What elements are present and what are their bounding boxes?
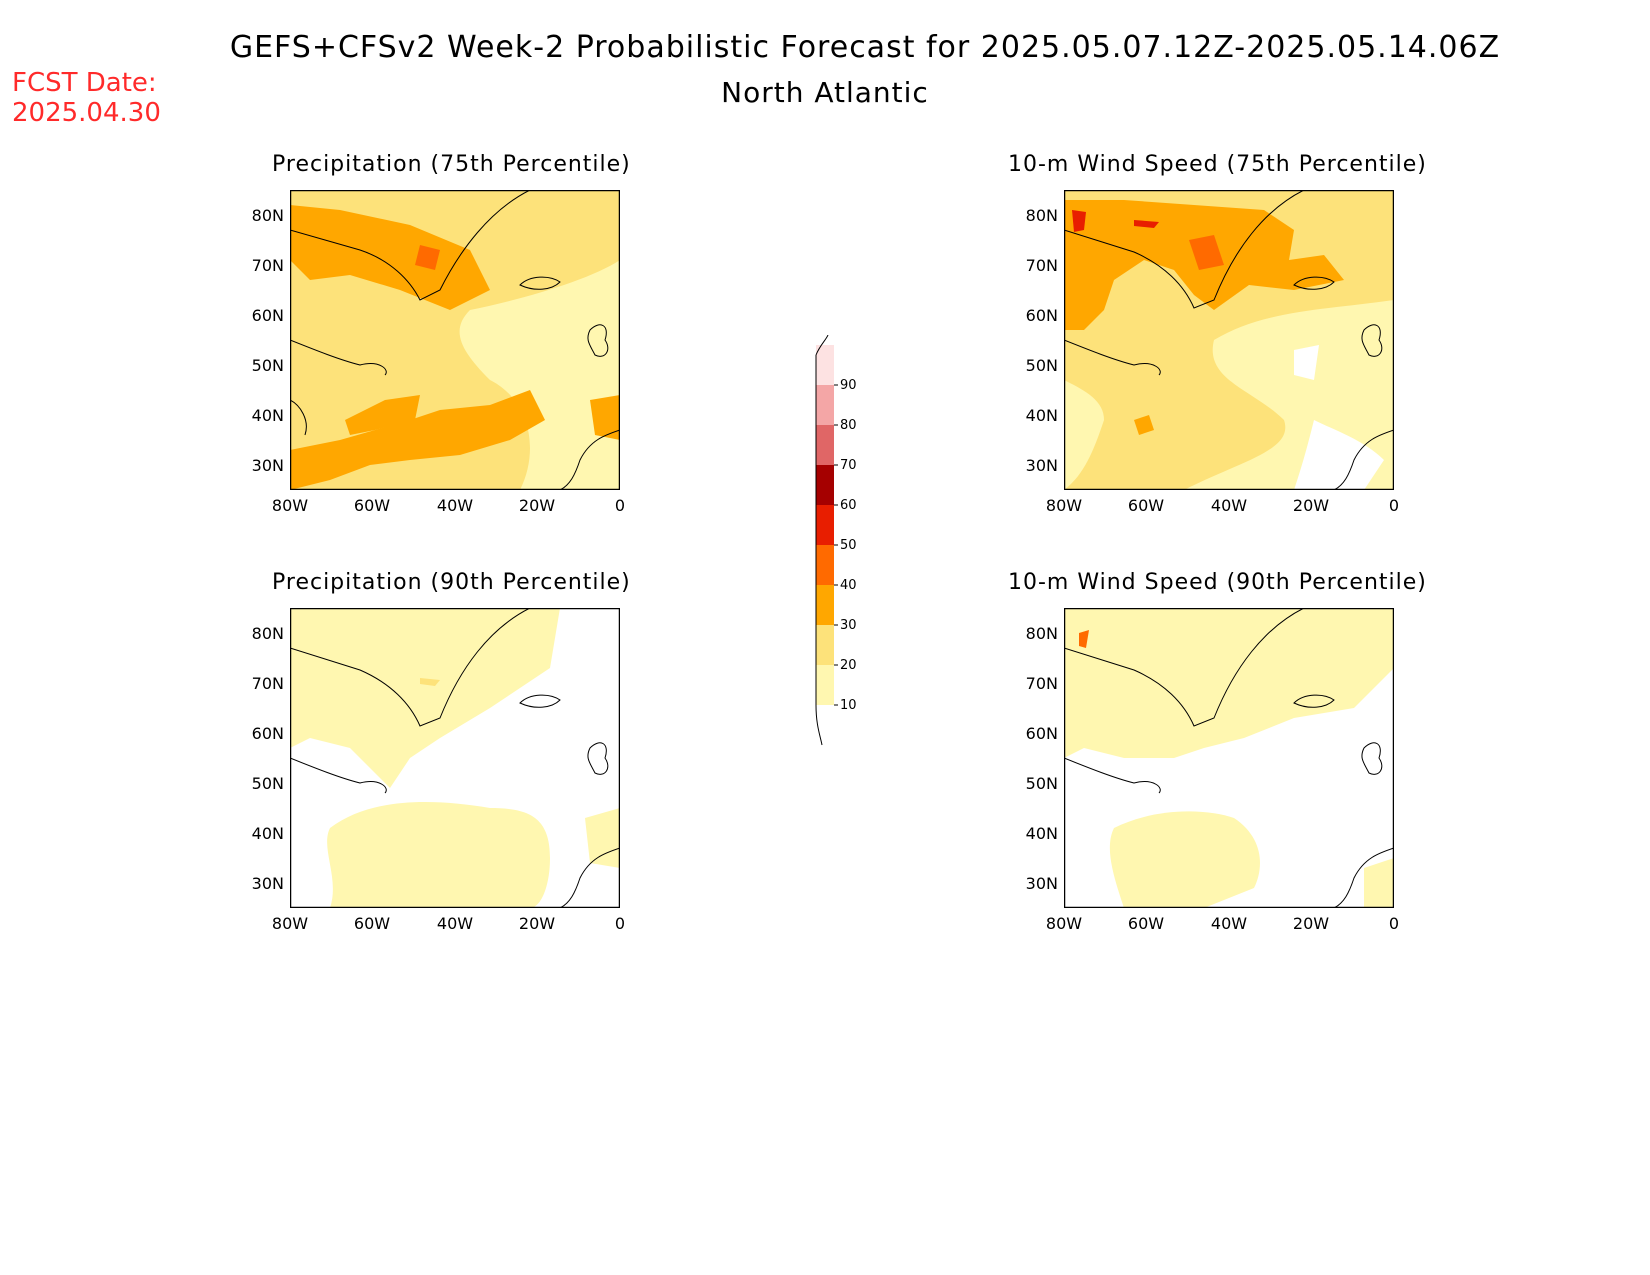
y-tick-label: 30N: [251, 456, 284, 475]
x-tick-label: 0: [614, 496, 626, 515]
colorbar-level-label: 10: [840, 698, 857, 713]
map-wind-75: [1064, 190, 1394, 490]
colorbar-segment: [816, 425, 834, 465]
colorbar-segment: [816, 505, 834, 545]
y-tick-label: 80N: [1025, 624, 1058, 643]
y-tick-label: 30N: [1025, 874, 1058, 893]
colorbar-segment: [816, 665, 834, 705]
panel-title-wind-75: 10-m Wind Speed (75th Percentile): [1008, 152, 1427, 177]
region-subtitle: North Atlantic: [721, 76, 929, 109]
x-tick-label: 80W: [1045, 914, 1083, 933]
colorbar-level-label: 80: [840, 418, 857, 433]
x-tick-label: 60W: [353, 914, 391, 933]
x-tick-label: 40W: [1210, 914, 1248, 933]
x-tick-label: 80W: [1045, 496, 1083, 515]
map-wind-90: [1064, 608, 1394, 908]
colorbar-level-label: 30: [840, 618, 857, 633]
x-tick-label: 0: [1388, 914, 1400, 933]
map-precip-75: [290, 190, 620, 490]
y-tick-label: 40N: [251, 406, 284, 425]
colorbar-segment: [816, 385, 834, 425]
y-tick-label: 60N: [1025, 306, 1058, 325]
x-tick-label: 20W: [518, 914, 556, 933]
fcst-date-label: FCST Date:: [12, 68, 157, 98]
y-tick-label: 80N: [1025, 206, 1058, 225]
x-tick-label: 80W: [271, 914, 309, 933]
colorbar-level-label: 60: [840, 498, 857, 513]
x-tick-label: 0: [1388, 496, 1400, 515]
y-tick-label: 50N: [251, 774, 284, 793]
colorbar-level-label: 20: [840, 658, 857, 673]
y-tick-label: 70N: [1025, 674, 1058, 693]
x-tick-label: 40W: [1210, 496, 1248, 515]
y-tick-label: 60N: [1025, 724, 1058, 743]
y-tick-label: 70N: [251, 256, 284, 275]
main-title: GEFS+CFSv2 Week-2 Probabilistic Forecast…: [229, 30, 1501, 65]
x-tick-label: 20W: [518, 496, 556, 515]
colorbar-segment: [816, 585, 834, 625]
y-tick-label: 80N: [251, 624, 284, 643]
y-tick-label: 70N: [1025, 256, 1058, 275]
y-tick-label: 80N: [251, 206, 284, 225]
x-tick-label: 80W: [271, 496, 309, 515]
colorbar-level-label: 40: [840, 578, 857, 593]
y-tick-label: 40N: [1025, 406, 1058, 425]
y-tick-label: 60N: [251, 724, 284, 743]
y-tick-label: 70N: [251, 674, 284, 693]
panel-title-wind-90: 10-m Wind Speed (90th Percentile): [1008, 570, 1427, 595]
x-tick-label: 40W: [436, 914, 474, 933]
y-tick-label: 30N: [251, 874, 284, 893]
colorbar-level-label: 90: [840, 378, 857, 393]
y-tick-label: 40N: [251, 824, 284, 843]
colorbar-segment: [816, 625, 834, 665]
colorbar-level-label: 50: [840, 538, 857, 553]
colorbar-segment: [816, 465, 834, 505]
x-tick-label: 60W: [353, 496, 391, 515]
fcst-date-value: 2025.04.30: [12, 98, 161, 128]
colorbar-segment: [816, 545, 834, 585]
colorbar-level-label: 70: [840, 458, 857, 473]
y-tick-label: 50N: [1025, 774, 1058, 793]
x-tick-label: 40W: [436, 496, 474, 515]
x-tick-label: 60W: [1127, 496, 1165, 515]
x-tick-label: 0: [614, 914, 626, 933]
y-tick-label: 40N: [1025, 824, 1058, 843]
y-tick-label: 60N: [251, 306, 284, 325]
panel-title-precip-75: Precipitation (75th Percentile): [272, 152, 631, 177]
y-tick-label: 50N: [251, 356, 284, 375]
x-tick-label: 60W: [1127, 914, 1165, 933]
map-precip-90: [290, 608, 620, 908]
colorbar-segment: [816, 345, 834, 385]
x-tick-label: 20W: [1292, 914, 1330, 933]
panel-title-precip-90: Precipitation (90th Percentile): [272, 570, 631, 595]
y-tick-label: 30N: [1025, 456, 1058, 475]
x-tick-label: 20W: [1292, 496, 1330, 515]
colorbar-legend: 10 20 30 40 50 60 70 80 90: [800, 334, 860, 759]
y-tick-label: 50N: [1025, 356, 1058, 375]
